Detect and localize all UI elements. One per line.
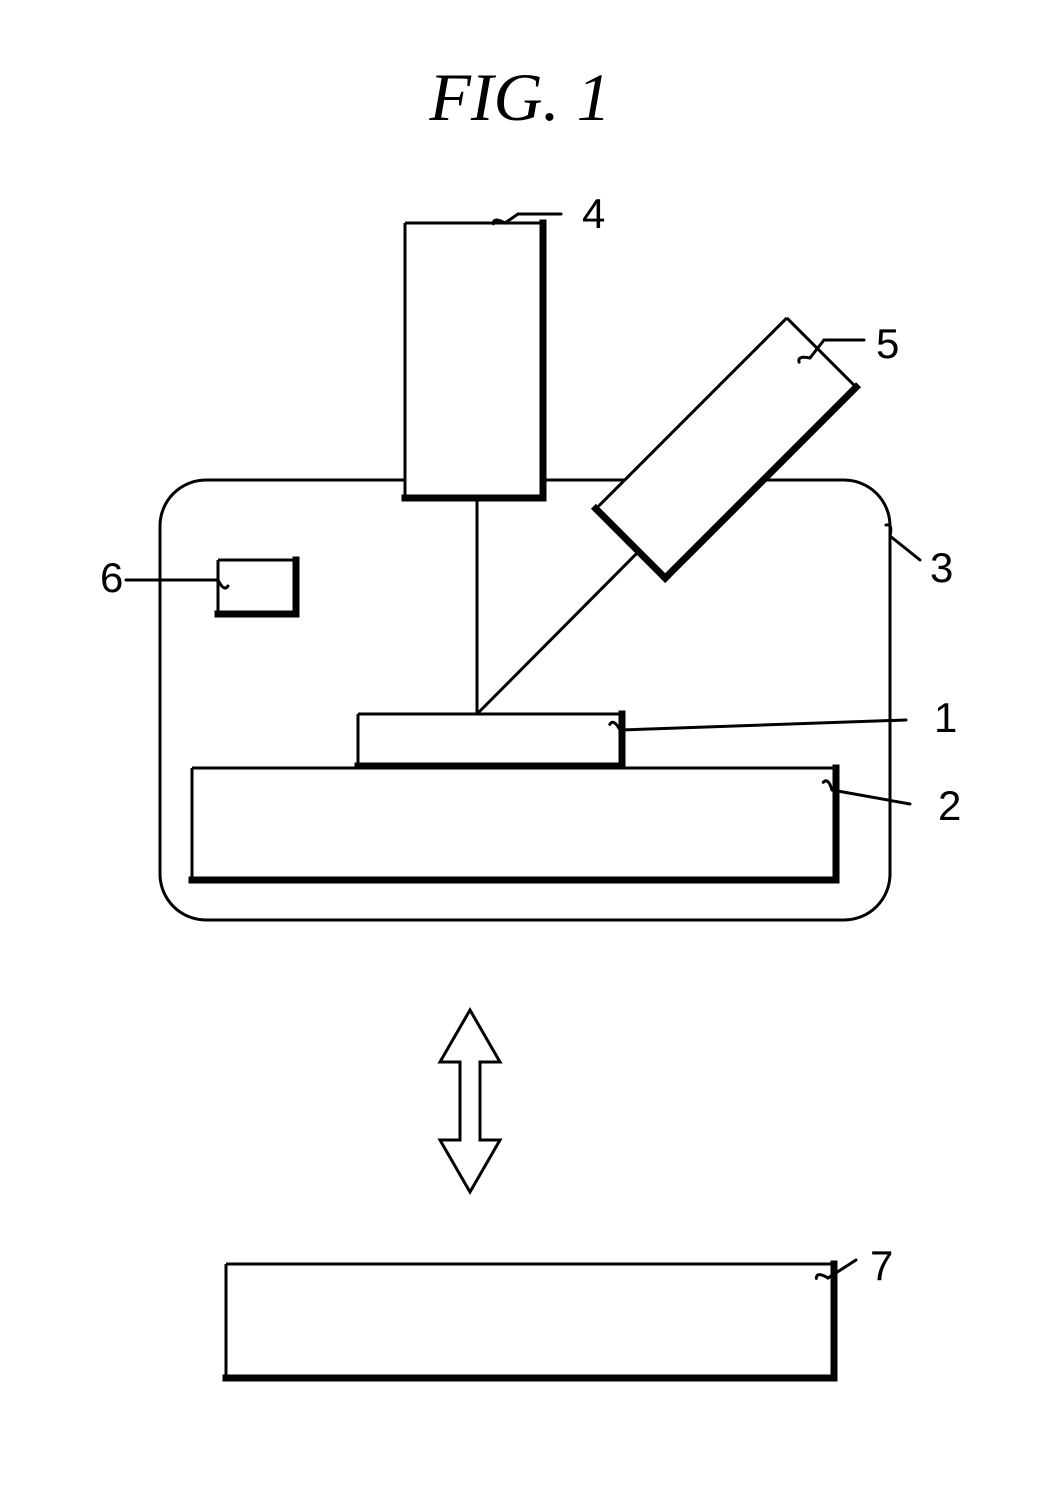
- label-1: 1: [934, 694, 957, 741]
- box-1-sample: [358, 714, 622, 766]
- label-6: 6: [100, 554, 123, 601]
- box-4-column: [405, 223, 543, 498]
- label-4: 4: [582, 190, 605, 237]
- label-5: 5: [876, 320, 899, 367]
- box-6: [218, 560, 296, 614]
- label-3: 3: [930, 544, 953, 591]
- label-7: 7: [870, 1242, 893, 1289]
- label-2: 2: [938, 782, 961, 829]
- figure-title: FIG. 1: [428, 59, 610, 135]
- box-7: [226, 1264, 834, 1378]
- box-2-stage: [192, 768, 836, 880]
